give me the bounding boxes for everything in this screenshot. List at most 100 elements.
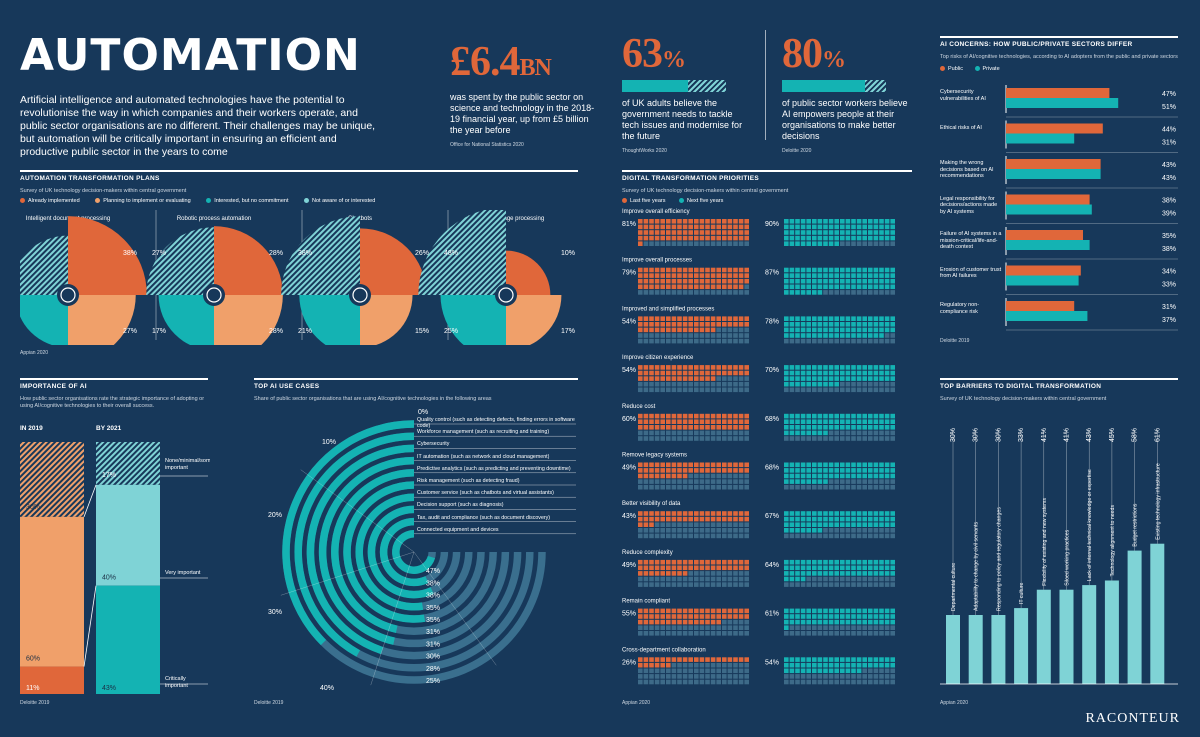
priority-label: Improved and simplified processes [622, 306, 714, 312]
waffle-cell [806, 565, 811, 571]
waffle-cell [733, 284, 738, 290]
waffle-cell [710, 668, 716, 674]
waffle-cell [660, 516, 665, 522]
waffle-cell [884, 327, 890, 333]
waffle-cell [727, 559, 733, 565]
waffle-cell [840, 419, 845, 424]
waffle-cell [890, 381, 895, 387]
waffle-cell [873, 619, 879, 625]
waffle-cell [666, 413, 671, 419]
waffle-cell [873, 219, 879, 224]
use-cases-source: Deloitte 2019 [254, 700, 284, 706]
importance-section: IMPORTANCE OF AI How public sector organ… [20, 378, 208, 410]
waffle-cell [812, 668, 817, 674]
waffle-cell [649, 235, 654, 241]
waffle-cell [744, 462, 749, 468]
waffle-cell [660, 430, 665, 436]
priority-last-value: 79% [622, 270, 636, 277]
pie-slice [506, 295, 562, 345]
waffle-cell [699, 528, 705, 533]
waffle-cell [688, 479, 693, 484]
waffle-cell [705, 462, 710, 468]
waffle-cell [733, 430, 738, 436]
waffle-cell [666, 462, 671, 468]
waffle-cell [643, 473, 649, 479]
waffle-cell [722, 662, 727, 668]
waffle-cell [716, 413, 721, 419]
waffle-cell [699, 571, 705, 576]
waffle-cell [862, 224, 867, 230]
waffle-cell [643, 278, 649, 284]
waffle-cell [851, 316, 856, 321]
waffle-cell [868, 468, 873, 473]
concern-public-value: 38% [1162, 198, 1176, 205]
waffle-cell [884, 479, 890, 484]
waffle-cell [789, 516, 795, 522]
waffle-cell [795, 224, 800, 230]
waffle-cell [856, 679, 862, 685]
waffle-cell [873, 327, 879, 333]
waffle-cell [812, 235, 817, 241]
waffle-cell [688, 219, 693, 224]
waffle-cell [671, 413, 677, 419]
waffle-cell [823, 273, 828, 278]
waffle-cell [856, 674, 862, 679]
waffle-cell [643, 533, 649, 539]
waffle-cell [722, 674, 727, 679]
waffle-cell [694, 528, 699, 533]
waffle-cell [817, 381, 823, 387]
waffle-cell [873, 273, 879, 278]
waffle-cell [890, 316, 895, 321]
waffle-cell [710, 608, 716, 614]
waffle-cell [795, 316, 800, 321]
waffle-cell [666, 430, 671, 436]
waffle-cell [688, 267, 693, 273]
waffle-cell [851, 436, 856, 441]
waffle-cell [654, 662, 660, 668]
waffle-cell [873, 381, 879, 387]
waffle-cell [688, 608, 693, 614]
waffle-cell [800, 290, 806, 295]
waffle-cell [851, 608, 856, 614]
waffle-cell [688, 576, 693, 582]
waffle-cell [666, 511, 671, 516]
waffle-cell [856, 327, 862, 333]
priority-last-value: 49% [622, 562, 636, 569]
waffle-cell [862, 425, 867, 430]
waffle-cell [666, 241, 671, 246]
waffle-cell [890, 387, 895, 393]
waffle-cell [862, 468, 867, 473]
waffle-cell [873, 241, 879, 246]
waffle-cell [688, 668, 693, 674]
waffle-cell [727, 290, 733, 295]
waffle-cell [688, 565, 693, 571]
pie-slice [68, 295, 136, 345]
waffle-cell [879, 533, 884, 539]
waffle-cell [677, 436, 682, 441]
waffle-cell [727, 338, 733, 344]
waffle-cell [643, 571, 649, 576]
waffle-cell [705, 657, 710, 662]
waffle-cell [890, 436, 895, 441]
waffle-cell [817, 224, 823, 230]
waffle-cell [856, 473, 862, 479]
waffle-cell [840, 657, 845, 662]
waffle-cell [643, 608, 649, 614]
waffle-cell [879, 273, 884, 278]
waffle-cell [851, 668, 856, 674]
importance-value: 17% [102, 472, 116, 479]
intro-text: Artificial intelligence and automated te… [20, 94, 376, 158]
waffle-cell [828, 608, 834, 614]
waffle-cell [710, 565, 716, 571]
waffle-cell [733, 241, 738, 246]
stat-adults: 63% of UK adults believe the government … [622, 30, 752, 154]
waffle-cell [744, 668, 749, 674]
waffle-cell [738, 608, 744, 614]
waffle-cell [873, 290, 879, 295]
waffle-cell [834, 370, 839, 376]
waffle-cell [834, 413, 839, 419]
section-title: AI CONCERNS: HOW PUBLIC/PRIVATE SECTORS … [940, 36, 1178, 48]
waffle-cell [845, 376, 851, 381]
waffle-cell [682, 533, 688, 539]
waffle-cell [649, 484, 654, 490]
